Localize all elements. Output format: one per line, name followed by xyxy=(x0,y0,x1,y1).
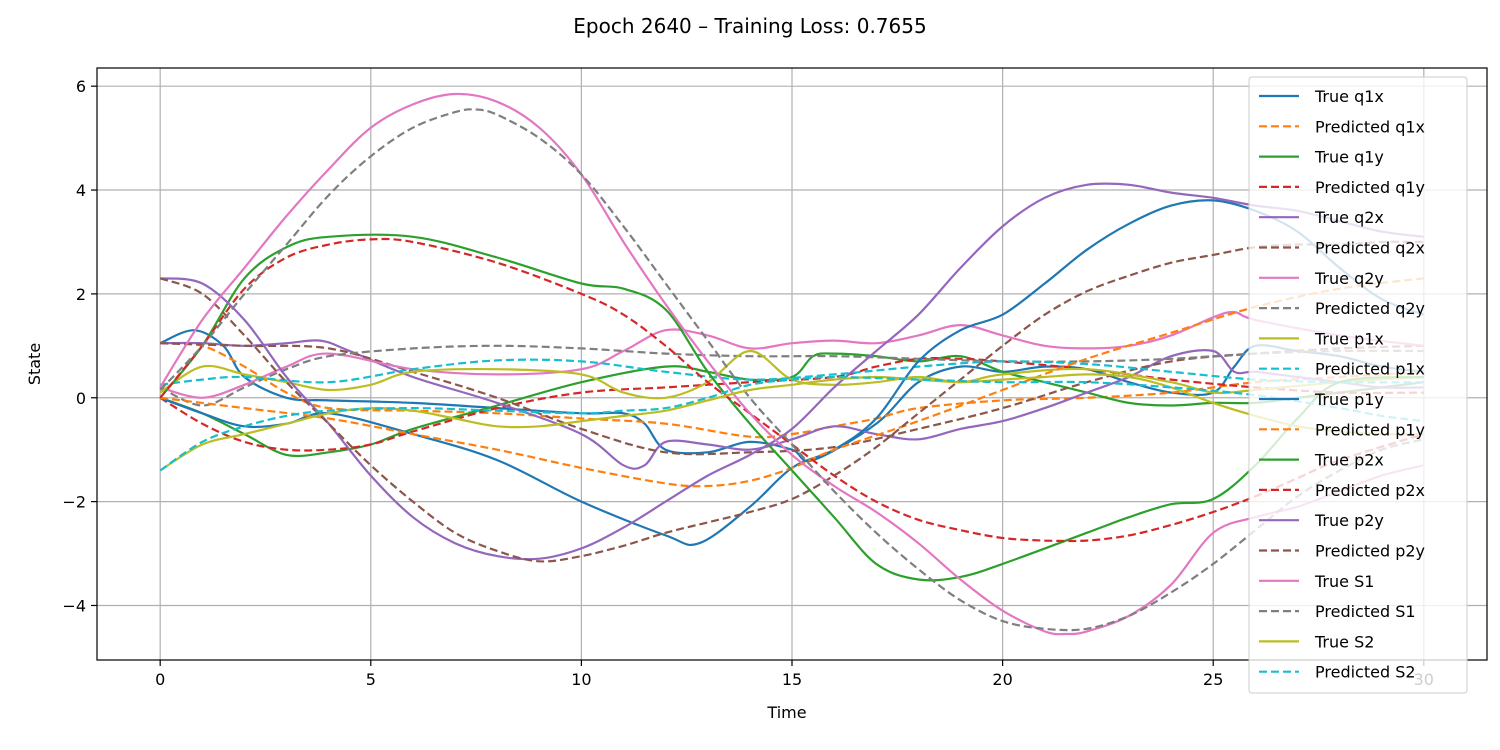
series-line-true-s2 xyxy=(159,373,1424,472)
legend-label-true-p2x: True p2x xyxy=(1314,451,1384,470)
series-line-true-q2y xyxy=(159,310,1424,399)
series-line-true-q2x xyxy=(160,339,1424,470)
series-line-predicted-s2 xyxy=(159,375,1424,472)
series-line-predicted-q2x xyxy=(160,342,1424,456)
y-tick-label: −4 xyxy=(62,596,86,615)
legend-label-predicted-q1y: Predicted q1y xyxy=(1315,178,1425,197)
y-tick-label: 6 xyxy=(76,77,86,96)
legend-label-true-q1y: True q1y xyxy=(1314,148,1384,167)
legend-label-predicted-p1x: Predicted p1x xyxy=(1315,360,1425,379)
series-line-predicted-p2y xyxy=(159,240,1424,563)
chart-title: Epoch 2640 – Training Loss: 0.7655 xyxy=(573,14,926,38)
series-line-true-p2x xyxy=(159,233,1424,582)
legend-box xyxy=(1248,76,1468,694)
series-line-true-p2y xyxy=(160,182,1424,561)
series-line-predicted-p2x xyxy=(159,237,1425,543)
legend-label-predicted-p2y: Predicted p2y xyxy=(1315,542,1425,561)
x-tick-label: 15 xyxy=(782,670,802,689)
series-line-predicted-q1y xyxy=(159,357,1424,452)
legend-label-true-s2: True S2 xyxy=(1314,632,1374,651)
x-tick-label: 20 xyxy=(992,670,1012,689)
legend-label-true-q1x: True q1x xyxy=(1314,87,1384,106)
series-line-true-p1y xyxy=(159,199,1425,547)
series-line-true-s1 xyxy=(159,92,1425,636)
legend-label-predicted-q2x: Predicted q2x xyxy=(1315,239,1425,258)
legend-label-predicted-p1y: Predicted p1y xyxy=(1315,420,1425,439)
y-tick-label: 4 xyxy=(76,181,86,200)
series-line-predicted-q2y xyxy=(159,344,1424,407)
legend-label-predicted-s2: Predicted S2 xyxy=(1315,663,1416,682)
series-line-predicted-p1x xyxy=(160,358,1424,386)
series-line-predicted-p1y xyxy=(160,277,1424,488)
x-tick-label: 5 xyxy=(366,670,376,689)
legend-label-predicted-q2y: Predicted q2y xyxy=(1315,299,1425,318)
legend: True q1x Predicted q1x True q1y Predicted q… xyxy=(1248,76,1468,694)
legend-label-predicted-q1x: Predicted q1x xyxy=(1315,117,1425,136)
legend-label-predicted-p2x: Predicted p2x xyxy=(1315,481,1425,500)
legend-label-true-p2y: True p2y xyxy=(1314,511,1384,530)
legend-label-predicted-s1: Predicted S1 xyxy=(1315,602,1416,621)
y-axis-label: State xyxy=(25,343,44,385)
y-tick-label: 0 xyxy=(76,389,86,408)
legend-label-true-s1: True S1 xyxy=(1314,572,1374,591)
x-tick-label: 0 xyxy=(155,670,165,689)
y-tick-label: 2 xyxy=(76,285,86,304)
series-lines xyxy=(159,92,1425,636)
y-tick-label: −2 xyxy=(62,493,86,512)
legend-label-true-p1x: True p1x xyxy=(1314,329,1384,348)
legend-label-true-q2x: True q2x xyxy=(1314,208,1384,227)
legend-label-true-p1y: True p1y xyxy=(1314,390,1384,409)
x-tick-label: 25 xyxy=(1203,670,1223,689)
x-axis-label: Time xyxy=(766,703,806,722)
series-line-predicted-s1 xyxy=(159,108,1425,632)
legend-label-true-q2y: True q2y xyxy=(1314,269,1384,288)
series-line-true-p1x xyxy=(159,349,1424,400)
x-tick-label: 10 xyxy=(571,670,591,689)
